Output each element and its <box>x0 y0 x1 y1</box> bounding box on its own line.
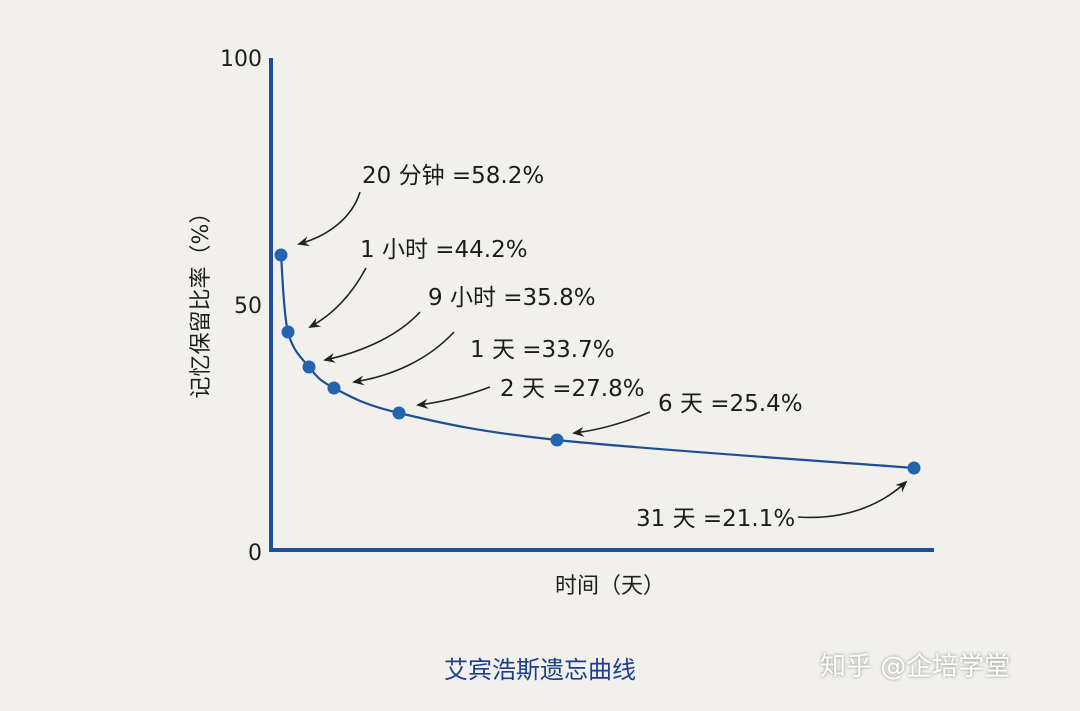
y-tick-label-50: 50 <box>234 294 262 319</box>
annotation-arrow-2 <box>323 311 421 363</box>
y-tick-label-0: 0 <box>248 541 262 566</box>
data-point-6 <box>907 461 921 475</box>
annotation-arrow-4 <box>416 386 491 409</box>
data-point-1 <box>281 325 295 339</box>
data-label-6: 31 天 =21.1% <box>636 506 795 532</box>
annotation-arrow-0 <box>297 191 361 247</box>
data-label-0: 20 分钟 =58.2% <box>362 163 544 189</box>
data-label-1: 1 小时 =44.2% <box>360 237 528 263</box>
x-axis-title: 时间（天） <box>555 574 665 599</box>
annotation-arrow-6 <box>797 480 908 519</box>
data-point-0 <box>274 248 288 262</box>
data-label-5: 6 天 =25.4% <box>658 391 803 417</box>
chart-marks: 20 分钟 =58.2% 1 小时 =44.2% 9 小时 =35.8% 1 天 =3… <box>274 163 921 532</box>
figure-caption: 艾宾浩斯遗忘曲线 <box>444 656 636 684</box>
data-label-3: 1 天 =33.7% <box>470 337 615 363</box>
y-tick-label-100: 100 <box>220 47 262 72</box>
data-label-4: 2 天 =27.8% <box>500 376 645 402</box>
data-point-4 <box>392 406 406 420</box>
data-point-3 <box>327 381 341 395</box>
data-label-2: 9 小时 =35.8% <box>428 285 596 311</box>
data-point-5 <box>550 433 564 447</box>
watermark: 知乎 @企培学堂 <box>820 652 1011 682</box>
data-point-2 <box>302 360 316 374</box>
annotation-arrow-3 <box>352 331 455 386</box>
annotation-arrow-5 <box>572 411 651 437</box>
annotation-arrow-1 <box>308 267 367 328</box>
y-axis-title: 记忆保留比率（%） <box>189 202 214 399</box>
